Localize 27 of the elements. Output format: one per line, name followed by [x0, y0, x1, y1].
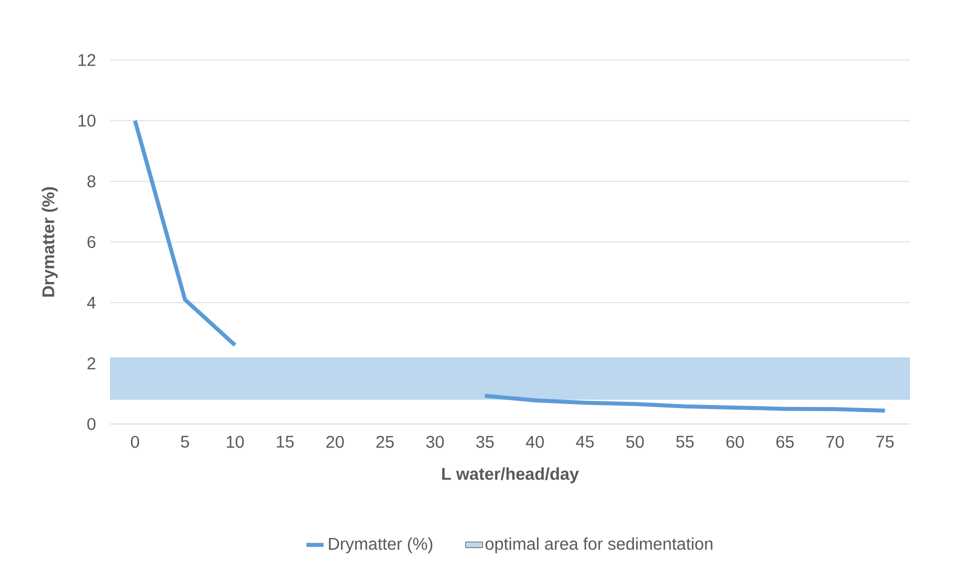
- x-tick-label: 75: [876, 436, 894, 448]
- x-tick-label: 25: [376, 436, 394, 448]
- x-tick-label: 70: [826, 436, 844, 448]
- y-tick-label: 10: [78, 114, 96, 127]
- x-tick-label: 20: [326, 436, 344, 448]
- legend-label: optimal area for sedimentation: [486, 537, 712, 554]
- y-tick-label: 8: [87, 175, 96, 188]
- x-tick-label: 55: [676, 436, 694, 448]
- y-tick-label: 4: [87, 296, 96, 309]
- x-tick-label: 45: [576, 436, 594, 448]
- x-tick-label: 5: [180, 436, 190, 448]
- x-tick-label: 40: [526, 436, 544, 448]
- y-tick-label: 6: [88, 236, 96, 248]
- x-tick-label: 0: [130, 436, 140, 448]
- x-tick-label: 65: [776, 436, 794, 448]
- x-tick-label: 10: [226, 436, 244, 448]
- x-tick-label: 35: [476, 436, 494, 448]
- x-tick-label: 15: [276, 436, 294, 448]
- legend-label: Drymatter (%): [328, 537, 432, 554]
- x-tick-label: 30: [426, 436, 444, 448]
- y-tick-label: 2: [88, 357, 96, 370]
- y-tick-label: 12: [78, 54, 96, 66]
- y-axis-title: Drymatter (%): [42, 187, 58, 297]
- x-tick-label: 50: [626, 436, 644, 448]
- x-tick-label: 60: [726, 436, 744, 448]
- y-tick-label: 0: [87, 418, 96, 430]
- x-axis-title: L water/head/day: [442, 467, 579, 484]
